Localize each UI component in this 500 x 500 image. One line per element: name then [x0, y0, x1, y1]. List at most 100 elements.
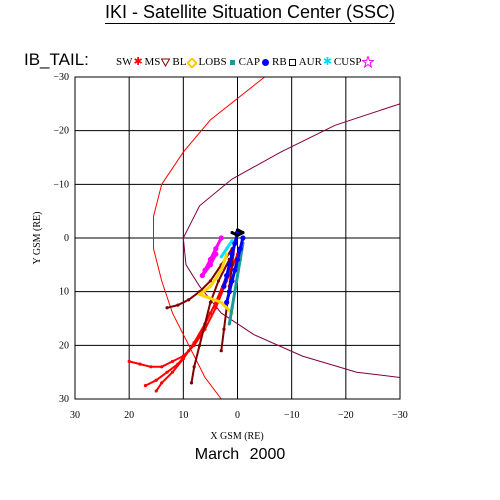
y-axis-label: Y GSM (RE)	[32, 212, 43, 265]
magnetopause-curve	[182, 103, 400, 378]
asterisk-icon: ✱	[322, 55, 333, 68]
data-point-sw	[160, 381, 164, 385]
data-point-bl	[208, 284, 213, 288]
page-title: IKI - Satellite Situation Center (SSC)	[0, 2, 500, 24]
x-tick-label: 0	[235, 410, 240, 421]
data-point-cap	[224, 272, 230, 279]
data-point-ms	[187, 298, 191, 302]
data-point-sw	[138, 362, 142, 366]
data-point-cap	[232, 240, 238, 246]
data-point-cusp	[213, 251, 219, 257]
data-point-cusp	[207, 256, 214, 263]
legend-item-cusp: CUSP	[333, 55, 376, 69]
legend-label: MS	[144, 56, 161, 68]
legend-item-aur: AUR ✱	[299, 56, 332, 68]
title-text: IKI - Satellite Situation Center (SSC)	[104, 2, 396, 24]
data-point-aur	[225, 247, 229, 251]
data-point-ms	[189, 381, 194, 385]
data-point-cusp	[218, 235, 224, 241]
legend-item-sw: SW ✱	[116, 56, 143, 68]
data-point-cap	[240, 235, 246, 241]
data-point-cap	[229, 251, 235, 257]
y-tick-label: 10	[59, 287, 69, 298]
data-point-cap	[224, 299, 230, 305]
data-point-ms	[176, 303, 180, 307]
data-point-sw	[127, 359, 131, 364]
boundaries	[153, 77, 400, 399]
legend-label: SW	[116, 56, 133, 68]
data-point-rb	[230, 231, 234, 235]
legend-label: CUSP	[333, 56, 362, 68]
data-point-ms	[192, 365, 196, 369]
data-point-lobs	[235, 273, 240, 278]
hollow-square-icon	[288, 58, 297, 67]
axis-ticks: 30 20 10 0 −10 −20 −30 −30 −20 −10 0 10 20 30	[53, 72, 407, 421]
legend: SW ✱ MS BL LOBS CAP RB AUR ✱ CUSP	[116, 55, 376, 69]
series-track-sw	[155, 275, 228, 392]
data-point-sw	[181, 357, 185, 361]
data-point-bl	[197, 292, 202, 296]
data-point-lobs	[233, 290, 237, 294]
x-axis-label: X GSM (RE)	[210, 431, 263, 442]
data-point-sw	[170, 359, 175, 364]
data-point-cap	[221, 283, 227, 289]
data-point-sw	[154, 378, 158, 382]
data-point-rb	[235, 228, 240, 232]
legend-item-rb: RB	[272, 56, 297, 68]
data-point-cusp	[199, 272, 205, 279]
series-track-rb	[231, 228, 245, 237]
data-point-rb	[241, 231, 245, 235]
data-point-ms	[208, 300, 213, 304]
legend-item-ms: MS	[145, 56, 171, 68]
legend-label: AUR	[298, 56, 322, 68]
bow-shock-curve	[153, 77, 265, 399]
circle-icon	[261, 58, 270, 67]
square-icon	[228, 58, 237, 67]
x-tick-label: 20	[124, 410, 134, 421]
data-point-sw	[170, 370, 175, 374]
data-point-cap	[234, 256, 241, 263]
y-tick-label: −30	[53, 72, 69, 83]
series-track-ms	[190, 259, 231, 384]
series-track-lobs	[227, 243, 245, 325]
x-tick-label: −10	[284, 410, 300, 421]
legend-label: LOBS	[198, 56, 227, 68]
data-point-ms	[216, 279, 221, 283]
data-point-bl	[225, 252, 229, 256]
data-point-cap	[237, 246, 243, 252]
data-point-sw	[160, 365, 164, 369]
data-point-sw	[149, 365, 153, 369]
data-point-rb	[235, 233, 240, 237]
y-tick-label: 0	[64, 233, 69, 244]
dataset-label: IB_TAIL:	[24, 50, 89, 69]
legend-item-cap: CAP	[239, 56, 270, 68]
legend-item-bl: BL	[172, 56, 199, 69]
data-point-sw	[214, 306, 218, 310]
legend-label: CAP	[238, 56, 260, 68]
date-period: March 2000	[194, 446, 286, 463]
data-point-sw	[165, 370, 169, 374]
y-tick-label: −10	[53, 179, 69, 190]
legend-label: RB	[272, 56, 287, 68]
data-point-ms	[165, 306, 169, 310]
data-point-ms	[208, 279, 213, 283]
data-point-sw	[154, 389, 158, 393]
diamond-icon	[186, 56, 199, 69]
data-point-cusp	[213, 246, 219, 252]
data-point-aur	[219, 255, 223, 259]
x-tick-label: 30	[70, 410, 80, 421]
data-point-sw	[192, 341, 196, 345]
star-icon	[361, 55, 376, 69]
data-point-cap	[232, 267, 238, 273]
data-point-ms	[219, 349, 223, 353]
y-tick-label: −20	[53, 126, 69, 137]
y-tick-label: 30	[59, 394, 69, 405]
data-point-ms	[197, 343, 202, 347]
legend-item-lobs: LOBS	[198, 56, 236, 68]
x-tick-label: −30	[392, 410, 408, 421]
y-tick-label: 20	[59, 340, 69, 351]
data-point-cap	[226, 262, 232, 268]
triangle-down-icon	[161, 58, 171, 67]
x-tick-label: −20	[338, 410, 354, 421]
